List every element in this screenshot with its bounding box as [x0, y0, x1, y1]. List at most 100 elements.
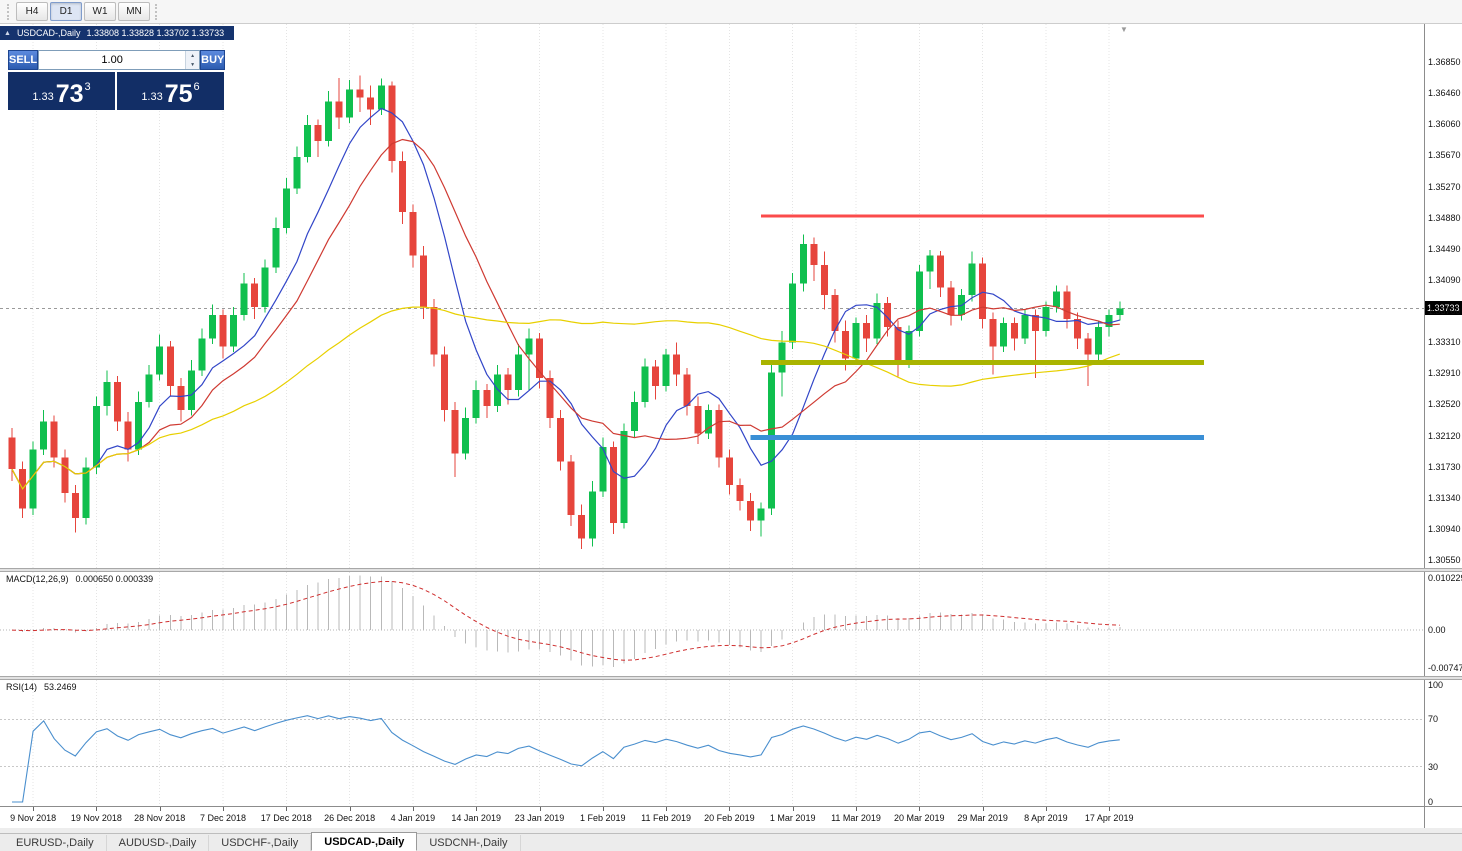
- rsi-axis[interactable]: 100 70 30 0: [1424, 680, 1462, 806]
- date-axis-label: 20 Feb 2019: [704, 813, 755, 823]
- date-tick: [96, 807, 98, 811]
- price-axis-label: 1.32910: [1428, 368, 1461, 379]
- date-tick: [476, 807, 478, 811]
- price-axis-label: 1.32520: [1428, 399, 1461, 410]
- macd-signal-line: [11, 581, 1120, 661]
- date-axis-label: 7 Dec 2018: [199, 813, 247, 823]
- timeframe-button-h4[interactable]: H4: [16, 2, 48, 21]
- date-axis-label: 4 Jan 2019: [390, 813, 436, 823]
- chart-panel: ▲ USDCAD-,Daily 1.33808 1.33828 1.33702 …: [0, 24, 1424, 568]
- date-tick: [286, 807, 288, 811]
- date-axis-label: 23 Jan 2019: [514, 813, 565, 823]
- panel-splitter[interactable]: [0, 676, 1462, 680]
- buy-price-big-digits: 75: [164, 80, 193, 108]
- date-tick: [1109, 807, 1111, 811]
- date-tick: [919, 807, 921, 811]
- date-tick: [223, 807, 224, 811]
- date-tick: [539, 807, 541, 811]
- rsi-chart[interactable]: [0, 680, 1424, 806]
- date-tick: [729, 807, 731, 811]
- rsi-axis-label: 0: [1428, 797, 1434, 806]
- sell-price-prefix: 1.33: [32, 91, 54, 103]
- date-tick: [856, 807, 857, 811]
- price-axis-label: 1.31340: [1428, 492, 1461, 503]
- sell-price-display: 1.33 73 3: [8, 72, 115, 110]
- candlestick-chart[interactable]: [0, 24, 1424, 568]
- date-tick: [666, 807, 668, 811]
- rsi-line: [12, 715, 1120, 803]
- symbol-tab-audusd[interactable]: AUDUSD-,Daily: [107, 835, 210, 851]
- timeframe-button-w1[interactable]: W1: [84, 2, 116, 21]
- sell-button[interactable]: SELL: [8, 50, 39, 70]
- rsi-panel: RSI(14) 53.2469: [0, 680, 1424, 806]
- date-axis[interactable]: 9 Nov 2018 19 Nov 2018 28 Nov 2018 7 Dec 20…: [0, 806, 1424, 828]
- ma-fast: [11, 107, 1120, 490]
- ma-slow: [11, 306, 1120, 490]
- current-price-tag: 1.33733: [1425, 301, 1462, 316]
- symbol-tab-usdcad[interactable]: USDCAD-,Daily: [311, 832, 418, 851]
- date-tick: [412, 807, 414, 811]
- sell-price-pipette: 3: [84, 81, 91, 93]
- toolbar-separator: [155, 3, 159, 20]
- price-axis-label: 1.36850: [1428, 56, 1461, 67]
- timeframe-button-mn[interactable]: MN: [118, 2, 150, 21]
- price-axis-label: 1.35270: [1428, 181, 1461, 192]
- trade-buttons-row: SELL ▲ ▼ BUY: [8, 50, 226, 70]
- panel-splitter[interactable]: [0, 568, 1462, 572]
- symbol-tab-eurusd[interactable]: EURUSD-,Daily: [4, 835, 107, 851]
- chart-shift-marker-icon[interactable]: ▼: [1120, 25, 1128, 34]
- axis-corner: [1424, 806, 1462, 828]
- price-axis-label: 1.36460: [1428, 87, 1461, 98]
- volume-spinner-up-icon[interactable]: ▲: [186, 51, 200, 60]
- ma-medium: [11, 138, 1120, 490]
- date-tick: [159, 807, 161, 811]
- date-axis-label: 1 Mar 2019: [769, 813, 816, 823]
- rsi-title: RSI(14) 53.2469: [6, 682, 77, 692]
- price-axis-label: 1.32120: [1428, 430, 1461, 441]
- date-axis-label: 1 Feb 2019: [580, 813, 626, 823]
- rsi-axis-label: 30: [1428, 761, 1439, 772]
- volume-spinner-down-icon[interactable]: ▼: [186, 60, 200, 69]
- price-axis-label: 1.35670: [1428, 150, 1461, 161]
- date-axis-label: 20 Mar 2019: [894, 813, 945, 823]
- symbol-tab-usdchf[interactable]: USDCHF-,Daily: [209, 835, 312, 851]
- date-axis-label: 29 Mar 2019: [957, 813, 1008, 823]
- macd-chart[interactable]: [0, 572, 1424, 676]
- date-tick: [792, 807, 794, 811]
- price-axis-label: 1.30550: [1428, 555, 1461, 566]
- date-axis-label: 14 Jan 2019: [451, 813, 501, 823]
- symbol-tab-usdcnh[interactable]: USDCNH-,Daily: [417, 835, 521, 851]
- date-tick: [982, 807, 984, 811]
- bottom-strip: [0, 828, 1462, 833]
- chart-tab-bar: EURUSD-,Daily AUDUSD-,Daily USDCHF-,Daily U…: [0, 832, 1462, 851]
- macd-axis-label: -0.007477: [1428, 663, 1462, 674]
- price-axis-label: 1.34490: [1428, 243, 1461, 254]
- macd-title-label: MACD(12,26,9): [6, 574, 69, 584]
- date-tick: [349, 807, 351, 811]
- price-axis-label: 1.31730: [1428, 461, 1461, 472]
- date-axis-label: 17 Dec 2018: [260, 813, 312, 823]
- macd-axis[interactable]: 0.010229 0.00 -0.007477: [1424, 572, 1462, 676]
- timeframe-button-d1[interactable]: D1: [50, 2, 82, 21]
- rsi-axis-label: 100: [1428, 680, 1444, 690]
- date-tick: [33, 807, 35, 811]
- price-axis[interactable]: 1.33733 1.36850 1.36460 1.36060 1.35670 1.35…: [1424, 24, 1462, 568]
- bid-ask-price-row: 1.33 73 3 1.33 75 6: [8, 72, 224, 110]
- date-axis-label: 26 Dec 2018: [324, 813, 376, 823]
- rsi-title-label: RSI(14): [6, 682, 38, 692]
- date-axis-label: 11 Mar 2019: [831, 813, 881, 823]
- volume-spinner: ▲ ▼: [185, 51, 200, 69]
- volume-input[interactable]: [39, 51, 186, 69]
- sell-price-big-digits: 73: [55, 80, 84, 108]
- buy-button[interactable]: BUY: [200, 50, 226, 70]
- date-axis-label: 19 Nov 2018: [70, 813, 122, 823]
- chart-title-symbol: USDCAD-,Daily: [16, 28, 81, 38]
- window-icon: ▲: [4, 29, 11, 37]
- date-axis-label: 17 Apr 2019: [1084, 813, 1134, 823]
- price-axis-label: 1.30940: [1428, 524, 1461, 535]
- rsi-axis-label: 70: [1428, 714, 1439, 725]
- macd-panel: MACD(12,26,9) 0.000650 0.000339: [0, 572, 1424, 676]
- macd-histogram: [22, 575, 1121, 667]
- candles: [8, 75, 1124, 550]
- macd-title: MACD(12,26,9) 0.000650 0.000339: [6, 574, 153, 584]
